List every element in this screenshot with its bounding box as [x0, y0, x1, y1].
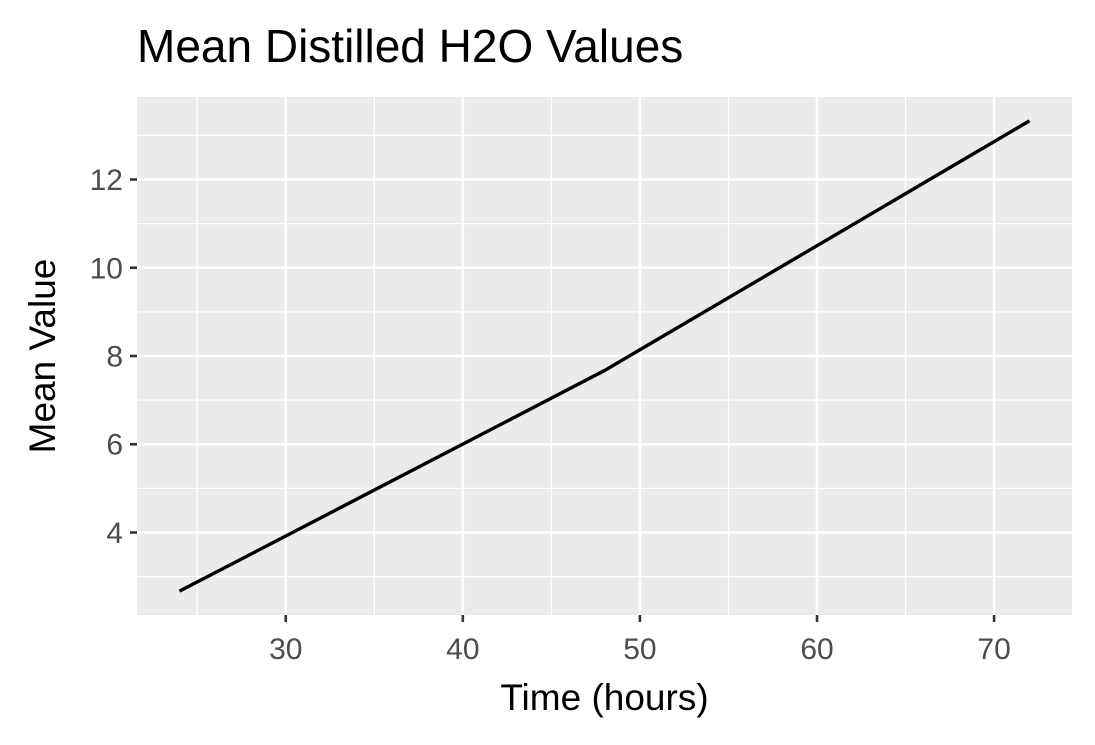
series-layer: [178, 119, 1031, 593]
x-tick-label: 40: [446, 633, 479, 666]
x-tick-label: 30: [269, 633, 302, 666]
x-tick-label: 50: [623, 633, 656, 666]
y-axis-title: Mean Value: [22, 259, 63, 454]
y-axis-ticks: 4 6 8 10 12: [90, 164, 137, 550]
y-tick-label: 8: [106, 341, 123, 374]
y-tick-label: 10: [90, 252, 123, 285]
x-axis-title: Time (hours): [500, 677, 708, 718]
series-line: [178, 119, 1031, 593]
y-tick-label: 12: [90, 164, 123, 197]
y-tick-label: 4: [106, 517, 123, 550]
chart-title: Mean Distilled H2O Values: [137, 20, 683, 72]
x-tick-label: 70: [977, 633, 1010, 666]
x-axis-ticks: 30 40 50 60 70: [269, 615, 1011, 666]
x-tick-label: 60: [800, 633, 833, 666]
major-gridlines: [137, 97, 1072, 615]
y-tick-label: 6: [106, 429, 123, 462]
